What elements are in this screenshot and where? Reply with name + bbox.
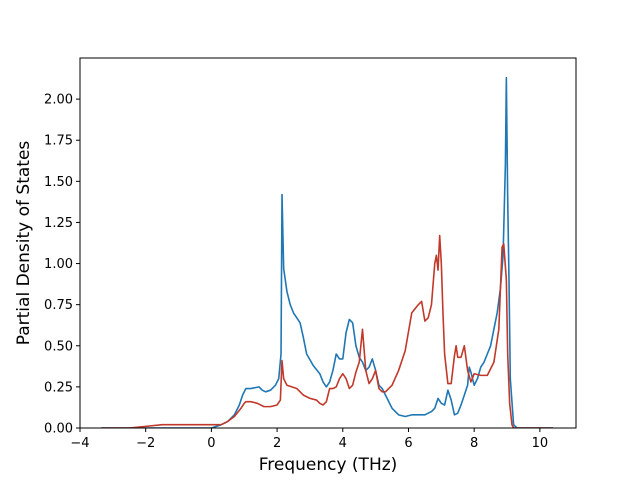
x-tick-label: 10 [532, 436, 549, 451]
y-tick-label: 1.25 [44, 216, 73, 231]
y-tick-label: 2.00 [44, 93, 73, 108]
x-tick-label: 4 [339, 436, 347, 451]
y-tick-label: 0.75 [44, 298, 73, 313]
y-axis-ticks: 0.00 0.25 0.50 0.75 1.00 1.25 1.50 1.75 2.00 [44, 93, 80, 437]
x-axis-label: Frequency (THz) [259, 455, 398, 475]
series-line-2 [101, 234, 554, 428]
x-tick-label: −2 [136, 436, 155, 451]
y-tick-label: 0.50 [44, 339, 73, 354]
y-tick-label: 1.00 [44, 257, 73, 272]
y-axis-label: Partial Density of States [14, 141, 34, 346]
x-tick-label: 2 [273, 436, 281, 451]
series-layer [101, 76, 554, 428]
x-axis-ticks: −4 −2 0 2 4 6 8 10 [70, 428, 548, 451]
plot-area [79, 57, 577, 429]
axes-frame [79, 57, 577, 429]
x-tick-label: 8 [470, 436, 478, 451]
y-tick-label: 1.75 [44, 134, 73, 149]
x-tick-label: 6 [404, 436, 412, 451]
y-tick-label: 1.50 [44, 175, 73, 190]
x-tick-label: −4 [70, 436, 89, 451]
y-tick-label: 0.25 [44, 380, 73, 395]
series-line-1 [101, 76, 554, 428]
x-tick-label: 0 [207, 436, 215, 451]
y-tick-label: 0.00 [44, 422, 73, 437]
